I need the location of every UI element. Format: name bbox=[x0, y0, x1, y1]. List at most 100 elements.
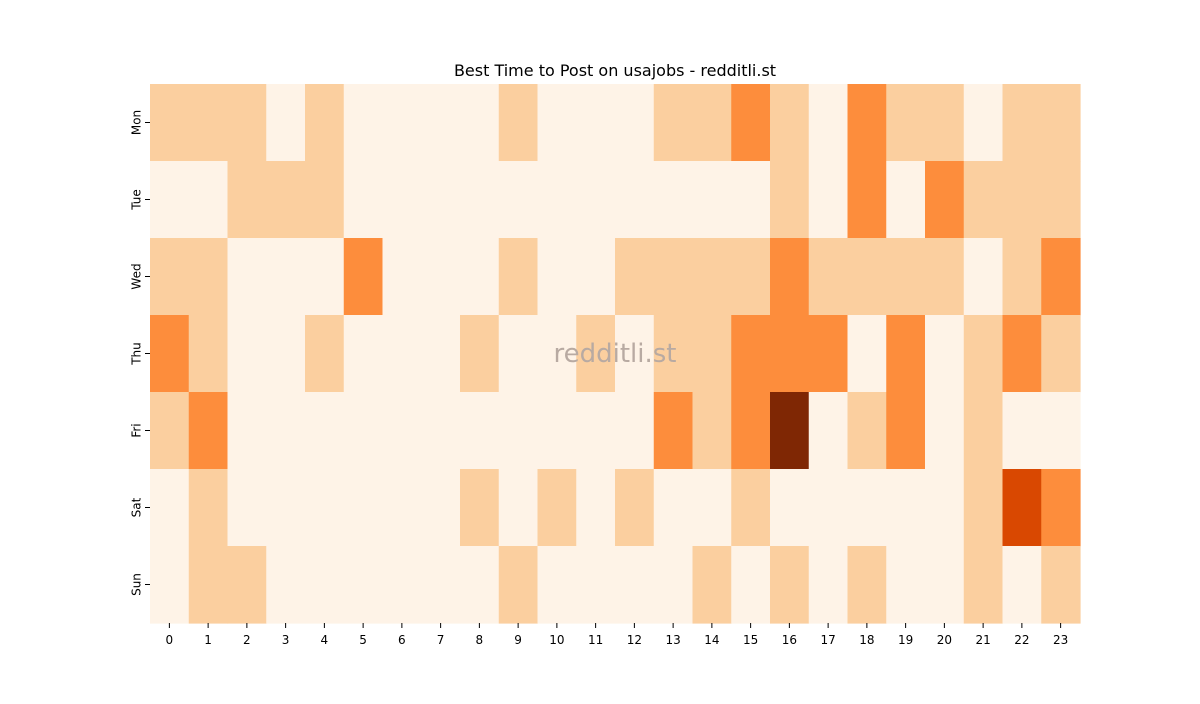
heatmap-cell bbox=[847, 238, 887, 316]
heatmap-cell bbox=[1041, 238, 1081, 316]
heatmap-cell bbox=[188, 392, 229, 470]
heatmap-cell bbox=[692, 84, 732, 162]
heatmap-cell bbox=[227, 238, 267, 316]
heatmap-cell bbox=[770, 469, 810, 547]
heatmap-cell bbox=[1002, 469, 1042, 547]
heatmap-cell bbox=[343, 238, 384, 316]
heatmap-cell bbox=[150, 546, 190, 624]
heatmap-cell bbox=[421, 238, 461, 316]
heatmap-cell bbox=[770, 315, 810, 393]
heatmap-cell bbox=[653, 469, 694, 547]
x-tick-label: 7 bbox=[437, 633, 445, 647]
heatmap-cell bbox=[227, 469, 267, 547]
heatmap-cell bbox=[382, 392, 422, 470]
heatmap-cell bbox=[537, 546, 577, 624]
heatmap-cell bbox=[460, 238, 500, 316]
heatmap-cell bbox=[382, 161, 422, 239]
heatmap-cell bbox=[266, 469, 306, 547]
heatmap-cell bbox=[808, 84, 849, 162]
heatmap-cell bbox=[692, 546, 732, 624]
heatmap-cell bbox=[498, 161, 539, 239]
heatmap-cell bbox=[808, 315, 849, 393]
heatmap-cell bbox=[382, 469, 422, 547]
chart-title: Best Time to Post on usajobs - redditli.… bbox=[454, 61, 776, 80]
x-tick-label: 1 bbox=[204, 633, 212, 647]
heatmap-cell bbox=[963, 161, 1004, 239]
heatmap-cell bbox=[653, 161, 694, 239]
heatmap-cell bbox=[963, 469, 1004, 547]
heatmap-cell bbox=[537, 84, 577, 162]
x-tick-label: 3 bbox=[282, 633, 290, 647]
x-tick-label: 23 bbox=[1053, 633, 1068, 647]
heatmap-cell bbox=[925, 315, 965, 393]
heatmap-cell bbox=[925, 546, 965, 624]
heatmap-cell bbox=[188, 469, 229, 547]
heatmap-cell bbox=[808, 546, 849, 624]
heatmap-cell bbox=[847, 315, 887, 393]
heatmap-cell bbox=[576, 469, 616, 547]
heatmap-cells bbox=[150, 84, 1081, 624]
y-axis-ticks: Mon Tue Wed Thu Fri Sat Sun bbox=[130, 110, 150, 596]
x-tick-label: 0 bbox=[166, 633, 174, 647]
x-tick-label: 14 bbox=[704, 633, 719, 647]
heatmap-cell bbox=[770, 392, 810, 470]
heatmap-cell bbox=[731, 392, 771, 470]
heatmap-cell bbox=[963, 238, 1004, 316]
heatmap-cell bbox=[305, 161, 345, 239]
heatmap-cell bbox=[227, 84, 267, 162]
heatmap-cell bbox=[343, 546, 384, 624]
x-tick-label: 16 bbox=[782, 633, 797, 647]
x-tick-label: 13 bbox=[665, 633, 680, 647]
y-tick-label: Sun bbox=[130, 573, 144, 596]
heatmap-cell bbox=[460, 392, 500, 470]
heatmap-cell bbox=[188, 238, 229, 316]
heatmap-cell bbox=[847, 84, 887, 162]
heatmap-cell bbox=[1041, 161, 1081, 239]
heatmap-cell bbox=[770, 238, 810, 316]
heatmap-cell bbox=[498, 392, 539, 470]
heatmap-cell bbox=[1002, 315, 1042, 393]
heatmap-cell bbox=[886, 546, 926, 624]
heatmap-cell bbox=[460, 469, 500, 547]
heatmap-cell bbox=[460, 546, 500, 624]
heatmap-cell bbox=[963, 84, 1004, 162]
y-tick-label: Mon bbox=[130, 110, 144, 135]
x-axis-ticks: 0 1 2 3 4 5 6 7 8 9 10 11 12 13 14 15 16 17 18 19 20 21 22 23 bbox=[166, 623, 1068, 647]
x-tick-label: 10 bbox=[549, 633, 564, 647]
heatmap-cell bbox=[576, 315, 616, 393]
heatmap-cell bbox=[925, 84, 965, 162]
heatmap-cell bbox=[576, 84, 616, 162]
heatmap-cell bbox=[692, 238, 732, 316]
x-tick-label: 5 bbox=[359, 633, 367, 647]
heatmap-cell bbox=[537, 238, 577, 316]
y-tick-label: Tue bbox=[130, 189, 144, 211]
y-tick-label: Wed bbox=[130, 263, 144, 289]
heatmap-cell bbox=[150, 392, 190, 470]
heatmap-cell bbox=[653, 315, 694, 393]
heatmap-cell bbox=[692, 161, 732, 239]
heatmap-cell bbox=[266, 315, 306, 393]
heatmap-cell bbox=[653, 546, 694, 624]
heatmap-cell bbox=[421, 161, 461, 239]
heatmap-cell bbox=[305, 392, 345, 470]
heatmap-cell bbox=[266, 546, 306, 624]
heatmap-cell bbox=[537, 315, 577, 393]
heatmap-cell bbox=[576, 392, 616, 470]
heatmap-cell bbox=[615, 84, 655, 162]
x-tick-label: 11 bbox=[588, 633, 603, 647]
heatmap-cell bbox=[460, 161, 500, 239]
heatmap-cell bbox=[731, 315, 771, 393]
heatmap-cell bbox=[925, 161, 965, 239]
heatmap-cell bbox=[227, 161, 267, 239]
heatmap-cell bbox=[808, 161, 849, 239]
heatmap-cell bbox=[615, 238, 655, 316]
heatmap-cell bbox=[731, 469, 771, 547]
heatmap-cell bbox=[615, 315, 655, 393]
heatmap-cell bbox=[460, 315, 500, 393]
heatmap-cell bbox=[421, 84, 461, 162]
heatmap-cell bbox=[808, 238, 849, 316]
heatmap-cell bbox=[886, 161, 926, 239]
heatmap-cell bbox=[847, 161, 887, 239]
heatmap-cell bbox=[382, 238, 422, 316]
